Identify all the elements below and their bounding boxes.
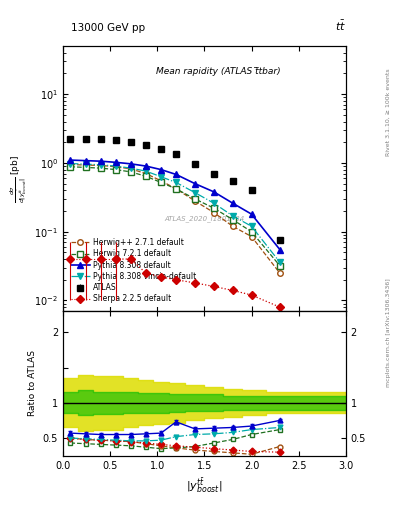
Pythia 8.308 vincia-default bbox=[193, 189, 197, 196]
Pythia 8.308 default bbox=[249, 211, 254, 217]
Pythia 8.308 vincia-default bbox=[113, 163, 118, 169]
Herwig++ 2.7.1 default bbox=[277, 270, 282, 276]
Text: 13000 GeV pp: 13000 GeV pp bbox=[71, 23, 145, 33]
Pythia 8.308 vincia-default bbox=[211, 200, 216, 206]
Text: $t\bar{t}$: $t\bar{t}$ bbox=[335, 19, 346, 33]
Herwig 7.2.1 default bbox=[230, 217, 235, 223]
Herwig++ 2.7.1 default bbox=[249, 233, 254, 240]
Herwig 7.2.1 default bbox=[129, 169, 133, 175]
Pythia 8.308 vincia-default bbox=[98, 162, 103, 168]
Pythia 8.308 default bbox=[68, 157, 73, 163]
Pythia 8.308 vincia-default bbox=[83, 161, 88, 167]
Pythia 8.308 vincia-default bbox=[129, 165, 133, 171]
Herwig 7.2.1 default bbox=[83, 164, 88, 170]
Pythia 8.308 default bbox=[230, 200, 235, 206]
Pythia 8.308 default bbox=[277, 246, 282, 252]
Line: Pythia 8.308 default: Pythia 8.308 default bbox=[68, 157, 283, 252]
Herwig++ 2.7.1 default bbox=[143, 170, 148, 177]
Line: Herwig++ 2.7.1 default: Herwig++ 2.7.1 default bbox=[68, 162, 283, 276]
Herwig++ 2.7.1 default bbox=[193, 198, 197, 204]
Pythia 8.308 vincia-default bbox=[277, 259, 282, 265]
Text: Mean rapidity (ATLAS t̅tbar): Mean rapidity (ATLAS t̅tbar) bbox=[156, 67, 281, 76]
Herwig 7.2.1 default bbox=[277, 263, 282, 269]
Pythia 8.308 default bbox=[83, 158, 88, 164]
Pythia 8.308 default bbox=[98, 158, 103, 164]
Herwig++ 2.7.1 default bbox=[129, 166, 133, 172]
Pythia 8.308 vincia-default bbox=[68, 160, 73, 166]
Herwig++ 2.7.1 default bbox=[159, 178, 163, 184]
Herwig 7.2.1 default bbox=[68, 164, 73, 170]
Pythia 8.308 default bbox=[193, 181, 197, 187]
Herwig++ 2.7.1 default bbox=[113, 164, 118, 170]
Herwig 7.2.1 default bbox=[143, 173, 148, 179]
Pythia 8.308 default bbox=[143, 163, 148, 169]
Legend: Herwig++ 2.7.1 default, Herwig 7.2.1 default, Pythia 8.308 default, Pythia 8.308: Herwig++ 2.7.1 default, Herwig 7.2.1 def… bbox=[67, 234, 200, 307]
Y-axis label: Ratio to ATLAS: Ratio to ATLAS bbox=[28, 350, 37, 416]
Herwig 7.2.1 default bbox=[211, 205, 216, 211]
Y-axis label: $\frac{d\sigma}{d|y^{t\bar{t}}_{boost}|}$ [pb]: $\frac{d\sigma}{d|y^{t\bar{t}}_{boost}|}… bbox=[8, 155, 29, 203]
Herwig 7.2.1 default bbox=[193, 196, 197, 202]
Herwig++ 2.7.1 default bbox=[230, 223, 235, 229]
Pythia 8.308 default bbox=[211, 189, 216, 195]
Pythia 8.308 vincia-default bbox=[249, 223, 254, 229]
Pythia 8.308 default bbox=[174, 172, 178, 178]
Pythia 8.308 vincia-default bbox=[174, 179, 178, 185]
Text: mcplots.cern.ch [arXiv:1306.3436]: mcplots.cern.ch [arXiv:1306.3436] bbox=[386, 279, 391, 387]
Pythia 8.308 default bbox=[129, 161, 133, 167]
Herwig++ 2.7.1 default bbox=[211, 209, 216, 216]
Herwig 7.2.1 default bbox=[174, 186, 178, 192]
Pythia 8.308 vincia-default bbox=[159, 174, 163, 180]
Herwig++ 2.7.1 default bbox=[174, 186, 178, 192]
Text: Rivet 3.1.10, ≥ 100k events: Rivet 3.1.10, ≥ 100k events bbox=[386, 69, 391, 157]
Text: ATLAS_2020_I1801434: ATLAS_2020_I1801434 bbox=[164, 215, 244, 222]
Herwig++ 2.7.1 default bbox=[98, 162, 103, 168]
Herwig 7.2.1 default bbox=[98, 165, 103, 171]
X-axis label: $|y^{t\bar{t}}_{boost}|$: $|y^{t\bar{t}}_{boost}|$ bbox=[186, 476, 222, 495]
Herwig 7.2.1 default bbox=[159, 179, 163, 185]
Pythia 8.308 default bbox=[113, 159, 118, 165]
Herwig 7.2.1 default bbox=[113, 166, 118, 173]
Pythia 8.308 vincia-default bbox=[143, 168, 148, 174]
Herwig++ 2.7.1 default bbox=[68, 161, 73, 167]
Herwig++ 2.7.1 default bbox=[83, 162, 88, 168]
Line: Pythia 8.308 vincia-default: Pythia 8.308 vincia-default bbox=[68, 161, 283, 265]
Herwig 7.2.1 default bbox=[249, 229, 254, 235]
Pythia 8.308 vincia-default bbox=[230, 213, 235, 219]
Pythia 8.308 default bbox=[159, 166, 163, 173]
Line: Herwig 7.2.1 default: Herwig 7.2.1 default bbox=[68, 164, 283, 268]
